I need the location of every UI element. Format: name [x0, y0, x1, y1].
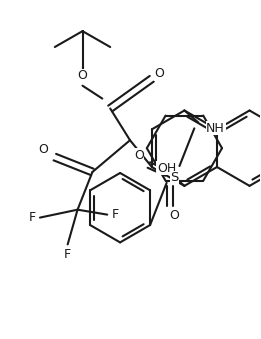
Text: O: O	[38, 143, 48, 156]
Text: O: O	[170, 209, 180, 222]
Text: O: O	[134, 148, 144, 162]
Text: F: F	[28, 211, 35, 224]
Text: O: O	[155, 67, 165, 80]
Text: F: F	[64, 248, 71, 261]
Text: OH: OH	[157, 161, 176, 175]
Text: O: O	[78, 69, 87, 82]
Text: F: F	[112, 208, 119, 221]
Text: NH: NH	[206, 122, 225, 135]
Text: S: S	[170, 172, 179, 184]
